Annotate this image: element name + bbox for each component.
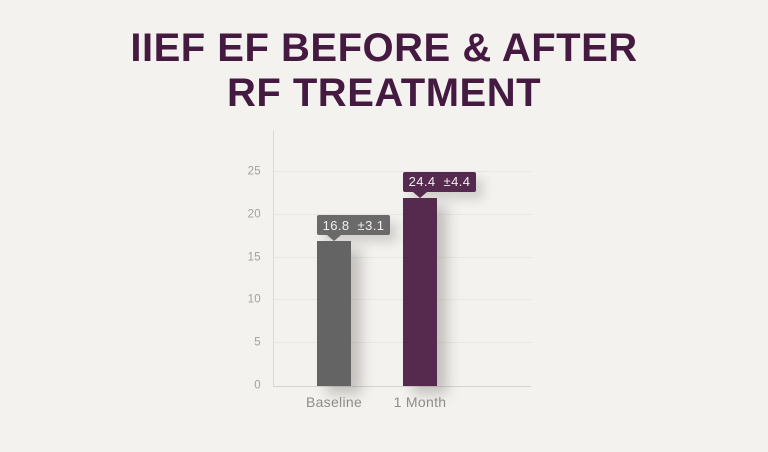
y-gridline (274, 213, 531, 215)
value-tooltip-baseline: 16.8 ±3.1 (317, 215, 390, 242)
title-line-1: IIEF EF BEFORE & AFTER (130, 26, 638, 70)
x-axis-label-baseline: Baseline (305, 394, 363, 410)
value-label: 24.4 (408, 174, 436, 190)
y-gridline (274, 299, 531, 301)
tooltip-pointer-icon (327, 235, 341, 242)
y-gridline (274, 256, 531, 258)
x-axis-label-1-month: 1 Month (393, 394, 447, 410)
bar-group-baseline: 16.8 ±3.1 Baseline (306, 130, 390, 410)
y-axis-tick-label: 10 (247, 293, 261, 306)
bar-baseline (317, 241, 351, 386)
page-title: IIEF EF BEFORE & AFTER RF TREATMENT (0, 26, 768, 116)
y-axis-tick-label: 25 (247, 165, 261, 178)
y-gridline (274, 171, 531, 172)
title-line-2: RF TREATMENT (226, 71, 542, 115)
bar-group-1-month: 24.4 ±4.4 1 Month (394, 130, 476, 410)
y-axis-tick-label: 15 (247, 251, 261, 264)
y-gridline (274, 342, 531, 344)
y-axis-tick-label: 0 (254, 379, 261, 392)
bar-1-month (403, 197, 437, 386)
value-tooltip-1-month: 24.4 ±4.4 (403, 171, 476, 198)
value-label: 16.8 (322, 217, 350, 233)
error-label: ±3.1 (357, 217, 385, 233)
y-axis-tick-label: 5 (254, 336, 261, 349)
tooltip-pointer-icon (413, 191, 427, 198)
plot-area: 16.8 ±3.1 Baseline 24.4 ±4.4 1 Month 0 5 1… (248, 130, 531, 410)
error-label: ±4.4 (443, 174, 471, 190)
y-axis-tick-label: 20 (247, 208, 261, 221)
